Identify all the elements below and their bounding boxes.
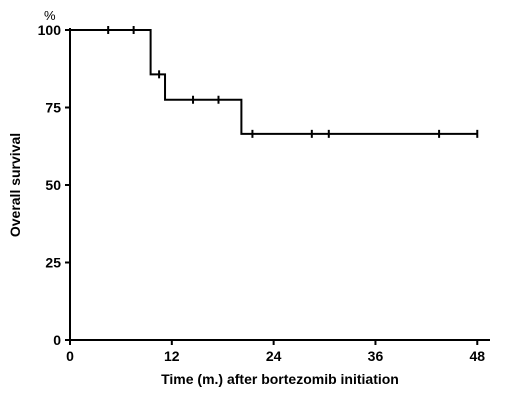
y-tick-label: 75 (45, 100, 61, 116)
y-tick-label: 50 (45, 177, 61, 193)
x-ticks: 0 12 24 36 48 (66, 340, 485, 364)
x-tick-label: 24 (266, 348, 282, 364)
y-tick-label: 0 (53, 332, 61, 348)
y-axis-label: Overall survival (7, 133, 23, 237)
x-tick-label: 36 (368, 348, 384, 364)
series (70, 26, 479, 138)
x-axis-label: Time (m.) after bortezomib initiation (161, 371, 399, 387)
x-tick-label: 48 (469, 348, 485, 364)
axes (69, 28, 490, 341)
x-tick-label: 12 (164, 348, 180, 364)
y-tick-label: 25 (45, 255, 61, 271)
survival-step-line (70, 29, 478, 135)
x-tick-label: 0 (66, 348, 74, 364)
y-tick-label: 100 (38, 22, 62, 38)
y-unit-label: % (44, 8, 56, 23)
y-ticks: 0 25 50 75 100 (38, 22, 70, 348)
